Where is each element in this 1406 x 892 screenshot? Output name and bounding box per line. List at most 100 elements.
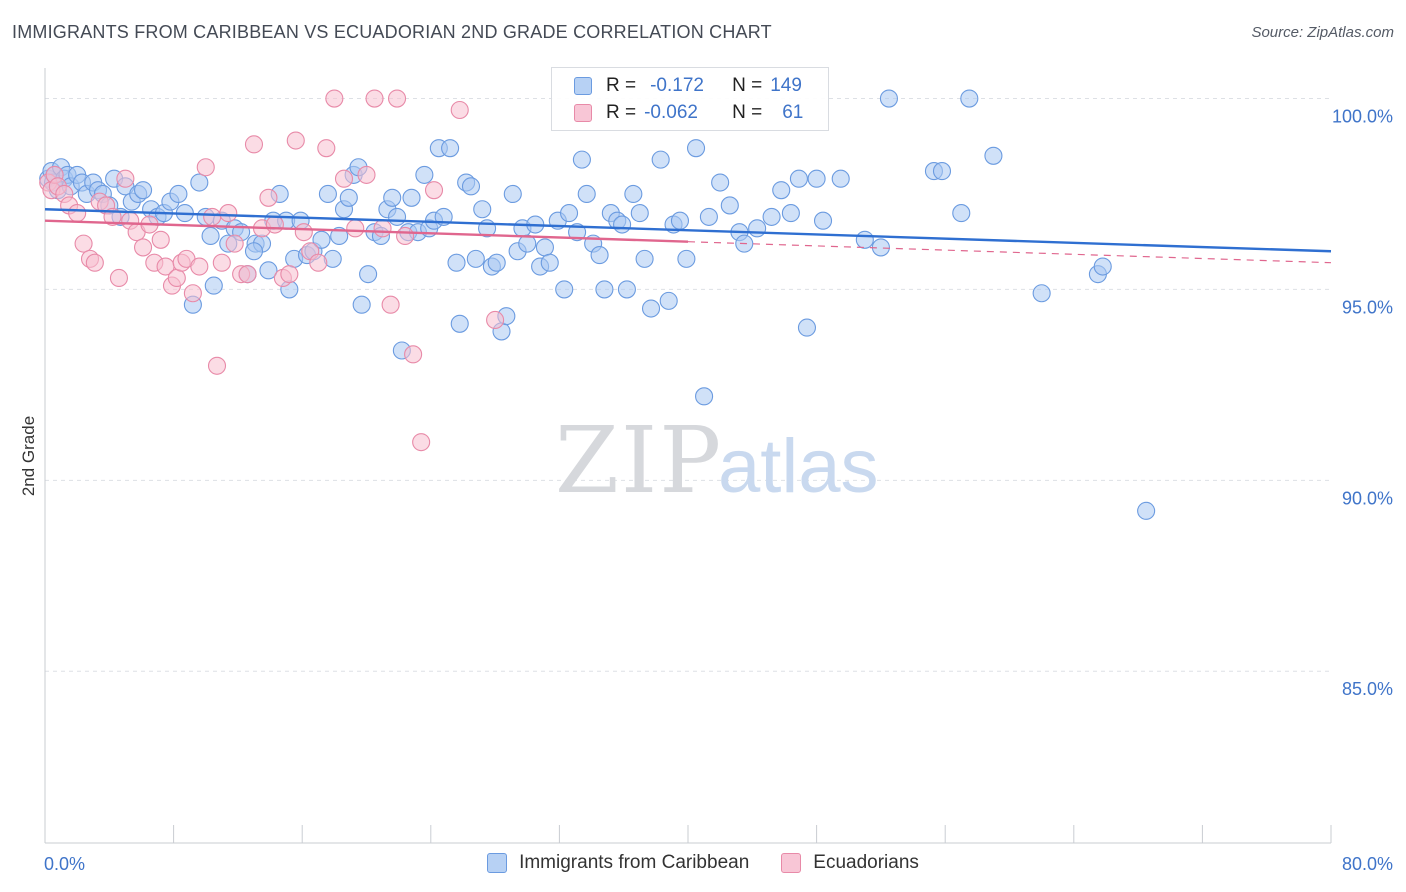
blue-point — [595, 280, 614, 299]
r-value: -0.062 — [644, 102, 698, 123]
y-tick-label: 100.0% — [1332, 107, 1393, 127]
axes — [44, 68, 1332, 844]
blue-point — [624, 184, 643, 204]
pink-point — [151, 230, 170, 249]
r-label: R = — [606, 102, 637, 123]
pink-point — [387, 89, 407, 108]
blue-point — [555, 280, 574, 299]
n-label: N = — [732, 75, 763, 96]
blue-point — [461, 177, 481, 196]
blue-point — [473, 200, 492, 219]
blue-point — [312, 230, 331, 249]
tick-labels: 100.0% 95.0% 90.0% 85.0% 0.0% 80.0% — [44, 107, 1393, 874]
blue-point — [339, 188, 358, 207]
blue-point — [590, 246, 609, 265]
blue-point — [201, 226, 220, 246]
pink-point — [365, 89, 384, 108]
n-label: N = — [732, 102, 763, 123]
pink-point — [259, 188, 278, 207]
blue-point — [387, 207, 407, 226]
blue-point — [540, 253, 559, 272]
n-value: 149 — [770, 75, 802, 96]
pink-point — [244, 135, 264, 154]
y-tick-label: 85.0% — [1342, 679, 1393, 699]
blue-point — [711, 173, 730, 192]
blue-point — [1137, 501, 1156, 520]
pink-point — [183, 284, 202, 303]
r-label: R = — [606, 75, 637, 96]
pink-swatch — [574, 104, 592, 122]
stats-legend: R = -0.172 N = 149 R = -0.062 N = 61 — [551, 67, 829, 131]
legend-item-caribbean[interactable]: Immigrants from Caribbean — [487, 852, 749, 874]
chart-title: IMMIGRANTS FROM CARIBBEAN VS ECUADORIAN … — [12, 22, 772, 42]
pink-point — [381, 295, 400, 314]
blue-point — [447, 253, 466, 272]
pink-point — [486, 310, 505, 330]
blue-point — [383, 188, 402, 207]
blue-point — [559, 204, 579, 223]
series-legend: Immigrants from Caribbean Ecuadorians — [0, 852, 1406, 874]
pink-point — [238, 265, 257, 284]
blue-point — [466, 249, 485, 268]
blue-point — [659, 291, 678, 310]
pink-point — [404, 345, 423, 364]
pink-point — [265, 215, 284, 234]
x-tick-label: 80.0% — [1342, 854, 1393, 874]
blue-point — [699, 207, 718, 226]
pink-point — [450, 100, 469, 120]
blue-point — [879, 89, 898, 108]
pink-point — [116, 169, 135, 188]
x-tick-label: 0.0% — [44, 854, 85, 874]
blue-point — [813, 211, 833, 230]
blue-point — [613, 215, 632, 234]
blue-point — [952, 204, 971, 223]
blue-point — [204, 276, 223, 295]
legend-item-ecuadorians[interactable]: Ecuadorians — [781, 852, 919, 874]
blue-point — [402, 188, 421, 207]
pink-point — [373, 219, 392, 238]
pink-point — [68, 204, 87, 223]
blue-point — [617, 280, 636, 299]
gridlines — [45, 98, 1331, 672]
pink-point — [207, 356, 227, 375]
pink-point — [280, 265, 299, 284]
pink-point — [346, 219, 365, 238]
pink-point — [334, 169, 354, 188]
watermark-zip: ZIP — [555, 407, 723, 514]
pink-swatch — [781, 853, 802, 873]
pink-point — [357, 165, 376, 184]
y-tick-label: 95.0% — [1342, 297, 1393, 317]
pink-point — [219, 204, 238, 223]
blue-point — [330, 226, 349, 246]
pink-point — [317, 139, 336, 158]
trend-lines — [44, 208, 1332, 264]
blue-point — [960, 89, 979, 108]
pink-point — [424, 181, 444, 200]
blue-point — [932, 162, 952, 181]
pink-point — [134, 238, 153, 257]
pink-point — [412, 433, 431, 452]
blue-point — [503, 184, 522, 204]
blue-point — [651, 150, 670, 169]
blue-point — [244, 242, 264, 261]
blue-point — [635, 249, 654, 268]
blue-trend-line — [44, 208, 1332, 253]
stats-legend-row-ecuadorians: R = -0.062 N = 61 — [574, 101, 803, 125]
blue-point — [789, 169, 808, 188]
y-axis-label: 2nd Grade — [19, 416, 38, 496]
pink-point — [396, 226, 415, 246]
pink-point — [309, 253, 328, 272]
blue-point — [630, 204, 649, 223]
blue-point — [359, 265, 378, 284]
blue-point — [190, 173, 209, 192]
blue-point — [677, 249, 696, 268]
blue-point — [670, 211, 690, 230]
pink-point — [286, 131, 305, 150]
blue-point — [1093, 257, 1112, 276]
blue-swatch — [487, 853, 508, 873]
pink-point — [74, 234, 93, 253]
pink-point — [212, 253, 231, 272]
pink-trend-extension — [687, 241, 1332, 264]
data-points — [39, 89, 1156, 520]
